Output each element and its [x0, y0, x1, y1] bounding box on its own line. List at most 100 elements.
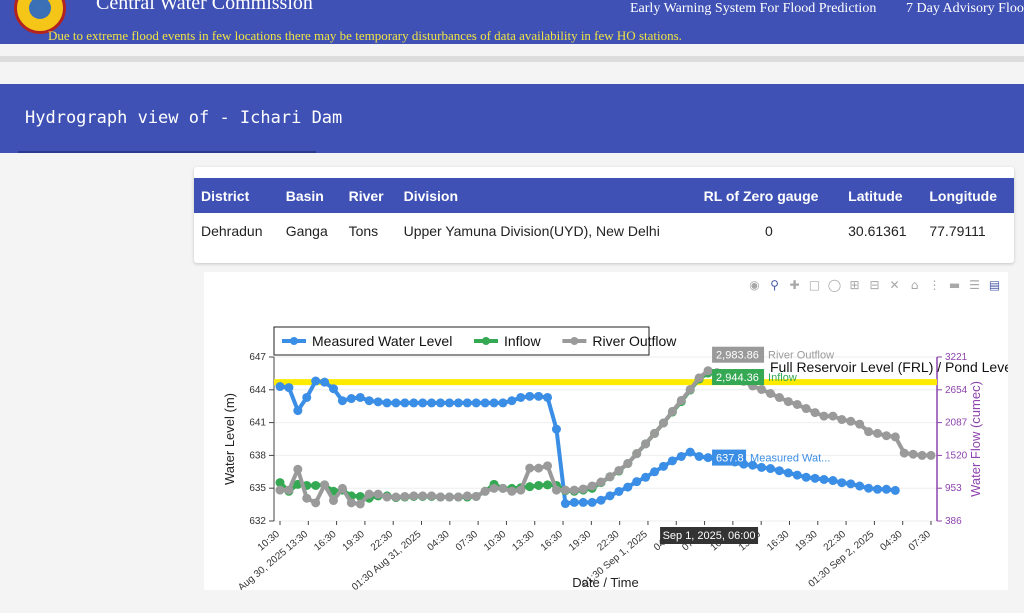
river-outflow-point: [596, 477, 606, 487]
hydrograph-plot[interactable]: 632 635 638 641 644 647 386 953 1520 2087 2654 3221…: [204, 272, 1008, 590]
spike-lines-icon[interactable]: ⋮: [928, 278, 941, 292]
table-row: Dehradun Ganga Tons Upper Yamuna Divisio…: [194, 213, 1014, 248]
measured-water-level-point: [436, 398, 446, 408]
x-tick-label: 19:30: [341, 529, 368, 554]
divider-strip: [0, 56, 1024, 62]
measured-water-level-point: [757, 462, 767, 472]
x-tick-label: 16:30: [312, 529, 339, 554]
measured-water-level-point: [346, 394, 356, 404]
measured-water-level-point: [444, 398, 454, 408]
x-tick-label: 04:30: [878, 529, 905, 554]
y2-tick-label: 2087: [945, 418, 968, 429]
measured-water-level-point: [864, 483, 874, 493]
river-outflow-point: [650, 428, 660, 438]
reset-axes-icon[interactable]: ⌂: [910, 278, 919, 292]
river-outflow-point: [543, 461, 553, 471]
river-outflow-point: [293, 464, 303, 474]
river-outflow-point: [364, 489, 374, 499]
river-outflow-point: [765, 389, 775, 399]
measured-water-level-point: [676, 451, 686, 461]
hover-outflow-box: [712, 346, 765, 363]
x-tick-label: 19:30: [567, 529, 594, 554]
notice-ticker: Due to extreme flood events in few locat…: [48, 28, 682, 43]
river-outflow-point: [641, 439, 651, 449]
x-axis-title: Date / Time: [572, 575, 638, 590]
river-outflow-point: [391, 492, 401, 502]
river-outflow-point: [908, 449, 918, 459]
hover-time-label: Sep 1, 2025, 06:00: [663, 530, 756, 542]
river-outflow-point: [444, 492, 454, 502]
river-outflow-point: [667, 406, 677, 416]
river-outflow-point: [872, 428, 882, 438]
legend-box: [273, 326, 650, 356]
zoom-icon[interactable]: ⚲: [770, 278, 779, 292]
measured-water-level-point: [810, 473, 820, 483]
river-outflow-point: [837, 415, 847, 425]
measured-water-level-point: [507, 396, 517, 406]
plotly-logo-icon[interactable]: ▤: [988, 278, 1001, 292]
legend-label: River Outflow: [592, 333, 677, 349]
measured-water-level-point: [382, 398, 392, 408]
river-outflow-point: [828, 411, 838, 421]
y2-axis-title: Water Flow (cumec): [968, 381, 983, 497]
autoscale-icon[interactable]: ✕: [889, 278, 900, 292]
river-outflow-point: [578, 484, 588, 494]
x-tick-label: 16:30: [765, 529, 792, 554]
camera-icon[interactable]: ◉: [749, 278, 760, 292]
measured-water-level-point: [551, 424, 561, 434]
river-outflow-point: [355, 499, 365, 509]
measured-water-level-point: [641, 472, 651, 482]
river-outflow-point: [498, 483, 508, 493]
river-outflow-point: [329, 496, 339, 506]
y-tick-label: 641: [249, 418, 266, 429]
measured-water-level-point: [320, 377, 330, 387]
cell-river: Tons: [348, 222, 379, 239]
measured-water-level-point: [837, 478, 847, 488]
y2-tick-label: 386: [945, 516, 962, 527]
river-outflow-point: [917, 450, 927, 460]
x-tick-label: 07:30: [454, 529, 481, 554]
river-outflow-point: [774, 393, 784, 403]
measured-water-level-point: [703, 453, 713, 463]
river-outflow-point: [605, 472, 615, 482]
legend-label: Measured Water Level: [312, 333, 452, 349]
river-outflow-point: [311, 498, 321, 508]
measured-water-level-point: [418, 398, 428, 408]
inflow-point: [525, 482, 535, 492]
page-title: Hydrograph view of - Ichari Dam: [25, 108, 343, 128]
hover-closest-icon[interactable]: ▬: [948, 278, 961, 292]
site-info-card: District Basin River Division RL of Zero…: [194, 167, 1014, 263]
y2-tick-label: 1520: [945, 450, 968, 461]
lasso-icon[interactable]: ◯: [827, 278, 842, 292]
measured-water-level-point: [587, 497, 597, 507]
legend-marker: [482, 337, 490, 345]
brand-title[interactable]: Central Water Commission: [96, 0, 313, 14]
river-outflow-point: [337, 483, 347, 493]
river-outflow-point: [284, 485, 294, 495]
measured-water-level-point: [302, 392, 312, 402]
river-outflow-point: [382, 492, 392, 502]
nav-link-early-warning[interactable]: Early Warning System For Flood Predictio…: [630, 1, 877, 16]
measured-water-level-point: [819, 474, 829, 484]
measured-water-level-point: [694, 451, 704, 461]
pan-icon[interactable]: ✚: [789, 278, 800, 292]
river-outflow-point: [783, 397, 793, 407]
column-header-division: Division: [396, 178, 697, 213]
box-select-icon[interactable]: □: [808, 278, 821, 292]
measured-water-level-point: [783, 468, 793, 478]
y-tick-label: 632: [249, 516, 266, 527]
river-outflow-point: [346, 498, 356, 508]
nav-link-7-day-advisory[interactable]: 7 Day Advisory Floo: [906, 1, 1024, 16]
measured-water-level-point: [614, 486, 624, 496]
measured-water-level-point: [480, 398, 490, 408]
zoom-out-icon[interactable]: ⊟: [869, 278, 880, 292]
zoom-in-icon[interactable]: ⊞: [849, 278, 860, 292]
hover-compare-icon[interactable]: ☰: [969, 278, 980, 292]
river-outflow-point: [516, 485, 526, 495]
river-outflow-point: [525, 463, 535, 473]
river-outflow-point: [462, 491, 472, 501]
river-outflow-point: [534, 463, 544, 473]
river-outflow-point: [436, 492, 446, 502]
river-outflow-point: [757, 384, 767, 394]
column-header-basin: Basin: [278, 178, 342, 213]
